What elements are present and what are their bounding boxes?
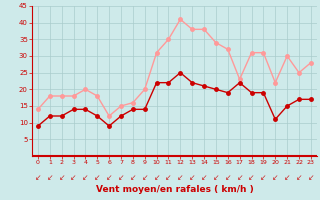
Text: ↙: ↙ [225, 173, 231, 182]
X-axis label: Vent moyen/en rafales ( km/h ): Vent moyen/en rafales ( km/h ) [96, 185, 253, 194]
Text: ↙: ↙ [47, 173, 53, 182]
Text: ↙: ↙ [118, 173, 124, 182]
Text: ↙: ↙ [236, 173, 243, 182]
Text: ↙: ↙ [260, 173, 267, 182]
Text: ↙: ↙ [130, 173, 136, 182]
Text: ↙: ↙ [94, 173, 100, 182]
Text: ↙: ↙ [284, 173, 290, 182]
Text: ↙: ↙ [165, 173, 172, 182]
Text: ↙: ↙ [70, 173, 77, 182]
Text: ↙: ↙ [177, 173, 184, 182]
Text: ↙: ↙ [248, 173, 255, 182]
Text: ↙: ↙ [35, 173, 41, 182]
Text: ↙: ↙ [189, 173, 196, 182]
Text: ↙: ↙ [59, 173, 65, 182]
Text: ↙: ↙ [201, 173, 207, 182]
Text: ↙: ↙ [153, 173, 160, 182]
Text: ↙: ↙ [82, 173, 89, 182]
Text: ↙: ↙ [296, 173, 302, 182]
Text: ↙: ↙ [106, 173, 112, 182]
Text: ↙: ↙ [272, 173, 278, 182]
Text: ↙: ↙ [308, 173, 314, 182]
Text: ↙: ↙ [141, 173, 148, 182]
Text: ↙: ↙ [213, 173, 219, 182]
